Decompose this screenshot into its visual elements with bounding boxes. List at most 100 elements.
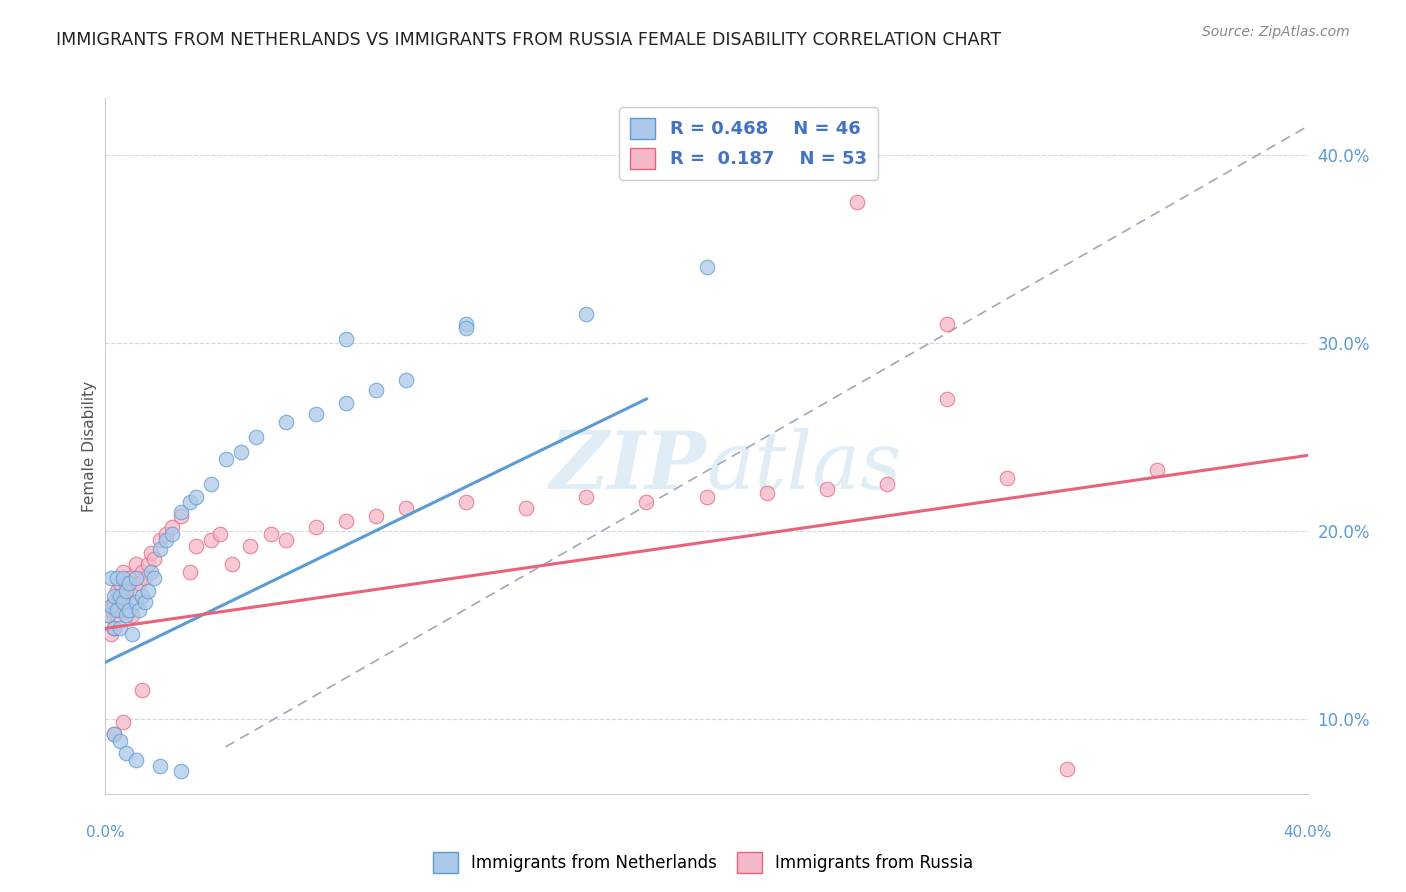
- Legend: R = 0.468    N = 46, R =  0.187    N = 53: R = 0.468 N = 46, R = 0.187 N = 53: [620, 107, 877, 179]
- Point: [148, 542, 170, 557]
- Point: [100, 571, 122, 585]
- Point: [148, 758, 170, 772]
- Point: [110, 602, 132, 616]
- Point: [139, 565, 162, 579]
- Point: [995, 471, 1018, 485]
- Point: [103, 727, 125, 741]
- Point: [364, 383, 387, 397]
- Point: [128, 576, 150, 591]
- Point: [229, 444, 252, 458]
- Point: [121, 608, 143, 623]
- Legend: Immigrants from Netherlands, Immigrants from Russia: Immigrants from Netherlands, Immigrants …: [426, 846, 980, 880]
- Point: [395, 501, 418, 516]
- Point: [124, 558, 146, 572]
- Point: [815, 482, 838, 496]
- Point: [696, 490, 718, 504]
- Point: [208, 527, 231, 541]
- Point: [136, 558, 159, 572]
- Point: [124, 583, 146, 598]
- Point: [136, 583, 159, 598]
- Point: [169, 764, 191, 779]
- Point: [131, 590, 153, 604]
- Point: [128, 602, 150, 616]
- Text: atlas: atlas: [707, 428, 901, 506]
- Point: [139, 546, 162, 560]
- Point: [110, 734, 132, 748]
- Point: [148, 533, 170, 547]
- Point: [142, 551, 165, 566]
- Point: [335, 332, 357, 346]
- Point: [221, 558, 243, 572]
- Point: [115, 583, 138, 598]
- Point: [200, 533, 222, 547]
- Point: [142, 571, 165, 585]
- Point: [1146, 463, 1168, 477]
- Point: [274, 415, 297, 429]
- Point: [97, 608, 120, 623]
- Point: [110, 590, 132, 604]
- Point: [876, 476, 898, 491]
- Point: [118, 602, 141, 616]
- Point: [107, 608, 129, 623]
- Point: [184, 490, 207, 504]
- Point: [755, 486, 778, 500]
- Point: [936, 392, 959, 406]
- Point: [160, 527, 183, 541]
- Point: [112, 565, 135, 579]
- Point: [103, 621, 125, 635]
- Point: [124, 595, 146, 609]
- Point: [107, 583, 129, 598]
- Point: [155, 533, 177, 547]
- Point: [179, 495, 201, 509]
- Point: [121, 627, 143, 641]
- Point: [169, 505, 191, 519]
- Point: [131, 683, 153, 698]
- Point: [155, 527, 177, 541]
- Point: [575, 490, 598, 504]
- Point: [118, 576, 141, 591]
- Text: Source: ZipAtlas.com: Source: ZipAtlas.com: [1202, 25, 1350, 39]
- Point: [214, 452, 236, 467]
- Point: [335, 514, 357, 528]
- Point: [110, 621, 132, 635]
- Point: [1056, 763, 1078, 777]
- Point: [100, 627, 122, 641]
- Text: ZIP: ZIP: [550, 428, 707, 506]
- Point: [239, 539, 262, 553]
- Point: [103, 595, 125, 609]
- Text: 40.0%: 40.0%: [1284, 825, 1331, 839]
- Point: [112, 595, 135, 609]
- Y-axis label: Female Disability: Female Disability: [82, 380, 97, 512]
- Point: [636, 495, 658, 509]
- Point: [305, 407, 328, 421]
- Point: [107, 602, 129, 616]
- Point: [260, 527, 283, 541]
- Point: [364, 508, 387, 523]
- Point: [335, 396, 357, 410]
- Point: [305, 520, 328, 534]
- Point: [454, 320, 477, 334]
- Point: [454, 495, 477, 509]
- Point: [124, 753, 146, 767]
- Point: [184, 539, 207, 553]
- Point: [112, 715, 135, 730]
- Point: [118, 571, 141, 585]
- Point: [97, 608, 120, 623]
- Point: [169, 508, 191, 523]
- Point: [100, 599, 122, 613]
- Point: [100, 602, 122, 616]
- Point: [103, 590, 125, 604]
- Point: [112, 571, 135, 585]
- Point: [131, 565, 153, 579]
- Point: [134, 571, 156, 585]
- Point: [274, 533, 297, 547]
- Point: [160, 520, 183, 534]
- Point: [575, 307, 598, 321]
- Point: [110, 576, 132, 591]
- Point: [454, 317, 477, 331]
- Point: [118, 595, 141, 609]
- Point: [115, 576, 138, 591]
- Point: [103, 621, 125, 635]
- Point: [179, 565, 201, 579]
- Point: [845, 194, 868, 209]
